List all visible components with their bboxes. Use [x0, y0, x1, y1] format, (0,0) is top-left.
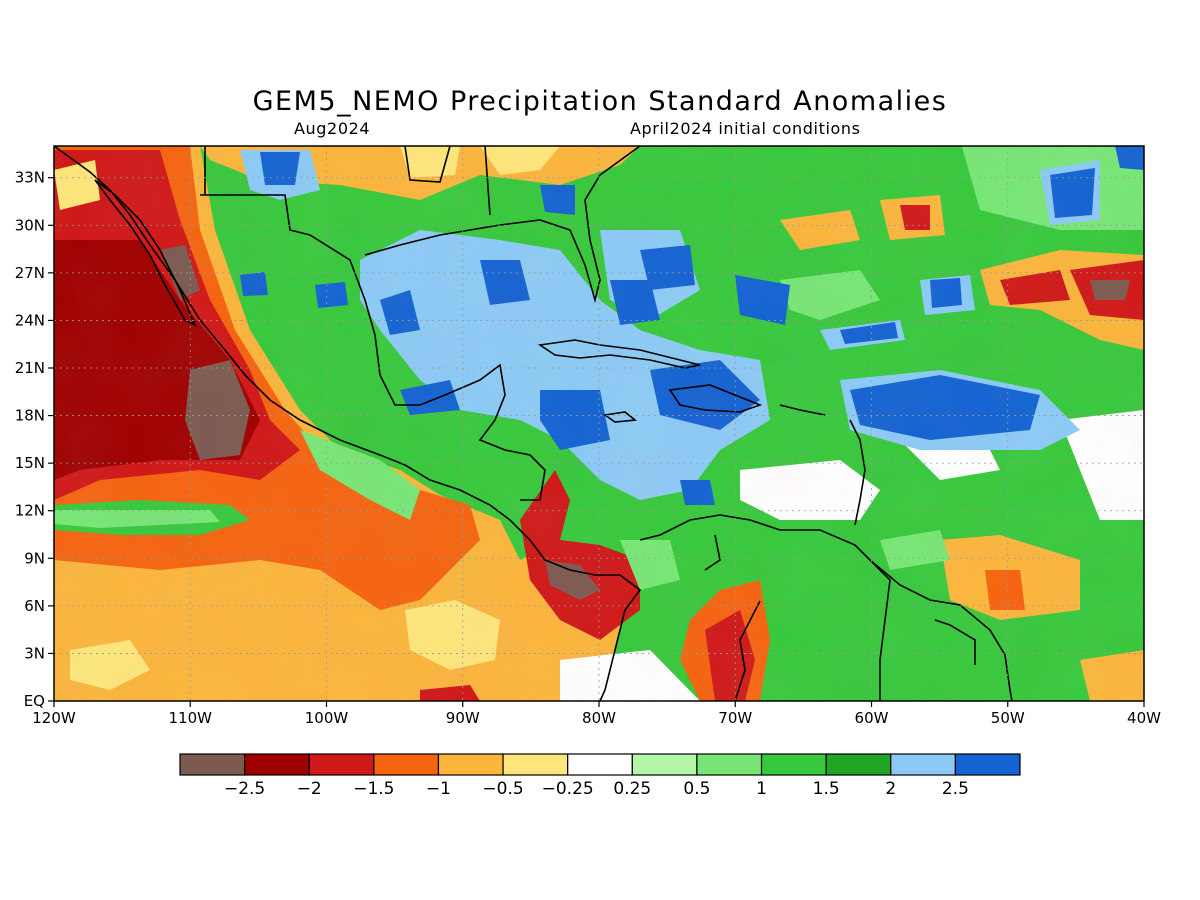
lon-tick-label: 70W [718, 709, 752, 727]
lon-tick-label: 60W [855, 709, 889, 727]
colorbar-label: 2.5 [942, 779, 969, 799]
coastlines [54, 146, 1013, 701]
lon-tick-label: 100W [305, 709, 349, 727]
colorbar-label: 0.5 [683, 779, 710, 799]
latitude-axis: EQ 3N 6N 9N 12N 15N 18N 21N 24N 27N 30N 33N [15, 169, 54, 710]
colorbar-swatch [373, 753, 440, 776]
lat-tick-label: 24N [15, 311, 45, 329]
lat-tick-label: 21N [15, 359, 45, 377]
colorbar-swatch [760, 753, 827, 776]
lat-tick-label: 18N [15, 407, 45, 425]
colorbar-swatch [696, 753, 763, 776]
lon-tick-label: 90W [446, 709, 480, 727]
colorbar-label: −1 [426, 779, 451, 799]
colorbar-swatch [954, 753, 1021, 776]
initial-conditions-label: April2024 initial conditions [630, 119, 861, 138]
colorbar-label: −0.5 [482, 779, 523, 799]
lat-tick-label: 27N [15, 264, 45, 282]
colorbar-swatch [890, 753, 956, 776]
colorbar-label: −1.5 [353, 779, 394, 799]
lat-tick-label: 33N [15, 169, 45, 187]
lat-tick-label: 9N [24, 549, 45, 567]
colorbar-label: 1.5 [813, 779, 840, 799]
colorbar: −2.5 −2 −1.5 −1 −0.5 −0.25 0.25 0.5 1 1.5 2 2.5 [179, 753, 1021, 799]
longitude-axis: 120W 110W 100W 90W 80W 70W 60W 50W 40W [32, 701, 1161, 727]
colorbar-label: 1 [756, 779, 767, 799]
lon-tick-label: 110W [169, 709, 213, 727]
colorbar-swatch [179, 753, 246, 776]
colorbar-label: 2 [885, 779, 896, 799]
colorbar-label: −2 [297, 779, 322, 799]
lon-tick-label: 40W [1127, 709, 1161, 727]
lat-tick-label: EQ [24, 692, 45, 710]
lat-tick-label: 6N [24, 597, 45, 615]
colorbar-label: −2.5 [224, 779, 265, 799]
lon-tick-label: 120W [32, 709, 76, 727]
lon-tick-label: 50W [991, 709, 1025, 727]
colorbar-swatch [567, 753, 633, 776]
valid-month-label: Aug2024 [294, 119, 371, 138]
lon-tick-label: 80W [582, 709, 616, 727]
colorbar-label: 0.25 [613, 779, 651, 799]
chart-title: GEM5_NEMO Precipitation Standard Anomali… [252, 86, 948, 117]
lat-tick-label: 3N [24, 644, 45, 662]
graticule [54, 146, 1144, 701]
lat-tick-label: 15N [15, 454, 45, 472]
colorbar-swatch [437, 753, 504, 776]
colorbar-swatch [502, 753, 569, 776]
colorbar-swatch [308, 753, 375, 776]
lat-tick-label: 12N [15, 502, 45, 520]
lat-tick-label: 30N [15, 216, 45, 234]
colorbar-swatch [244, 753, 310, 776]
colorbar-label: −0.25 [542, 779, 594, 799]
colorbar-swatch [825, 753, 892, 776]
colorbar-swatch [631, 753, 698, 776]
